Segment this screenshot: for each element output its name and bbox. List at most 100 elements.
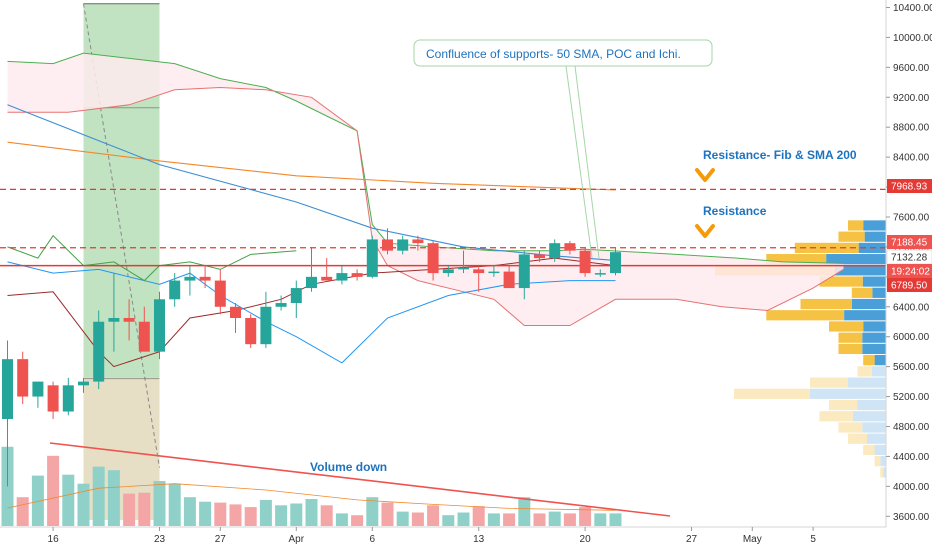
volume-bar-8	[123, 493, 136, 526]
y-tick-label: 5600.00	[893, 362, 930, 373]
volume-bar-9	[138, 492, 151, 526]
profile-row-down-21	[874, 456, 881, 467]
profile-row-down-13	[857, 366, 872, 377]
candle-body-40	[610, 252, 621, 274]
arrow-down-icon	[695, 168, 715, 182]
volume-bar-4	[62, 474, 75, 526]
candle-body-36	[549, 243, 561, 259]
price-tag-label: 7188.45	[891, 238, 928, 249]
candle-body-37	[564, 243, 576, 251]
candle-body-35	[534, 254, 545, 259]
callout-pointer-a	[565, 65, 593, 259]
candle-body-8	[123, 317, 135, 322]
volume-bar-38	[579, 507, 592, 526]
volume-bar-28	[427, 505, 440, 526]
price-tag-bg-1	[887, 235, 932, 249]
x-tick-label: 27	[686, 534, 698, 545]
profile-row-down-2	[794, 242, 859, 254]
volume-bar-22	[335, 513, 348, 526]
volume-bar-2	[31, 475, 44, 526]
candle-body-24	[366, 239, 378, 277]
candle-body-5	[78, 381, 89, 386]
volume-bar-30	[457, 512, 470, 526]
x-tick-label: 13	[473, 534, 485, 545]
profile-row-down-15	[734, 388, 810, 399]
x-tick-label: 5	[810, 534, 816, 545]
x-tick-label: 20	[580, 534, 592, 545]
volume-bar-16	[244, 507, 257, 526]
profile-row-down-20	[863, 444, 875, 456]
volume-bar-7	[107, 470, 120, 526]
candle-body-20	[306, 276, 317, 289]
candle-body-34	[518, 254, 530, 289]
profile-row-down-18	[838, 422, 863, 433]
candle-body-14	[214, 280, 226, 307]
lagging-span-line	[7, 234, 297, 282]
y-tick-label: 6400.00	[893, 302, 930, 313]
profile-row-up-9	[863, 321, 886, 332]
candle-body-12	[184, 276, 196, 281]
volume-bar-40	[609, 513, 622, 526]
y-tick-label: 6000.00	[893, 332, 930, 343]
profile-row-down-7	[800, 298, 852, 310]
x-axis: 16 23 27 Apr 6 13 20 27 May 5	[0, 526, 932, 550]
profile-row-up-12	[874, 355, 886, 366]
profile-row-up-10	[862, 332, 886, 343]
profile-row-up-20	[874, 444, 886, 456]
profile-row-up-0	[863, 220, 886, 231]
price-tag-bg-3	[887, 264, 932, 278]
profile-row-up-1	[864, 231, 886, 242]
y-tick-label: 7600.00	[893, 212, 930, 223]
candle-body-26	[397, 239, 409, 251]
candle-body-2	[32, 381, 44, 397]
candle-body-15	[230, 306, 241, 318]
price-tag-label: 7132.28	[891, 253, 928, 264]
candle-body-17	[260, 306, 272, 345]
price-tag-label: 7968.93	[891, 182, 928, 193]
x-tick-label: Apr	[289, 534, 305, 545]
y-tick-label: 8400.00	[893, 153, 930, 164]
volume-bar-26	[396, 511, 409, 526]
candle-body-0	[2, 359, 13, 420]
volume-bar-31	[472, 506, 485, 526]
profile-row-up-19	[867, 433, 886, 444]
candle-body-4	[62, 385, 74, 412]
volume-bar-11	[168, 483, 181, 526]
volume-bar-25	[381, 502, 394, 526]
candle-body-11	[169, 280, 181, 300]
x-tick-label: 16	[48, 534, 60, 545]
candles	[2, 228, 621, 487]
volume-bar-32	[487, 513, 500, 526]
y-tick-label: 5200.00	[893, 392, 930, 403]
volume-bar-14	[214, 502, 227, 526]
candle-body-1	[17, 359, 29, 397]
horizontal-levels	[0, 188, 886, 267]
y-tick-label: 10000.00	[893, 33, 932, 44]
x-tick-label: 6	[370, 534, 376, 545]
profile-row-up-17	[852, 411, 886, 422]
candle-body-7	[108, 317, 120, 322]
volume-bar-12	[183, 497, 196, 526]
candle-body-22	[336, 273, 348, 281]
price-tag-bg-0	[887, 179, 932, 193]
profile-row-down-22	[880, 467, 884, 478]
volume-bar-1	[16, 497, 29, 526]
callout-pointer-b	[574, 65, 600, 259]
cloud-span-b	[7, 86, 844, 326]
cloud-span-a	[7, 52, 844, 264]
candle-body-25	[382, 239, 393, 251]
profile-row-down-12	[863, 355, 875, 366]
profile-row-up-11	[862, 343, 886, 355]
volume-bar-37	[563, 513, 576, 526]
price-tag-label: 6789.50	[891, 281, 928, 292]
label-volume-down: Volume down	[310, 460, 387, 474]
y-tick-label: 3600.00	[893, 512, 930, 523]
y-tick-label: 10400.00	[893, 3, 932, 14]
volume-bar-13	[199, 501, 212, 526]
y-tick-label: 4400.00	[893, 452, 930, 463]
volume-trendline	[49, 442, 671, 517]
profile-row-down-10	[838, 332, 863, 343]
cloud-fill	[7, 53, 844, 326]
volume-bar-18	[275, 505, 288, 526]
